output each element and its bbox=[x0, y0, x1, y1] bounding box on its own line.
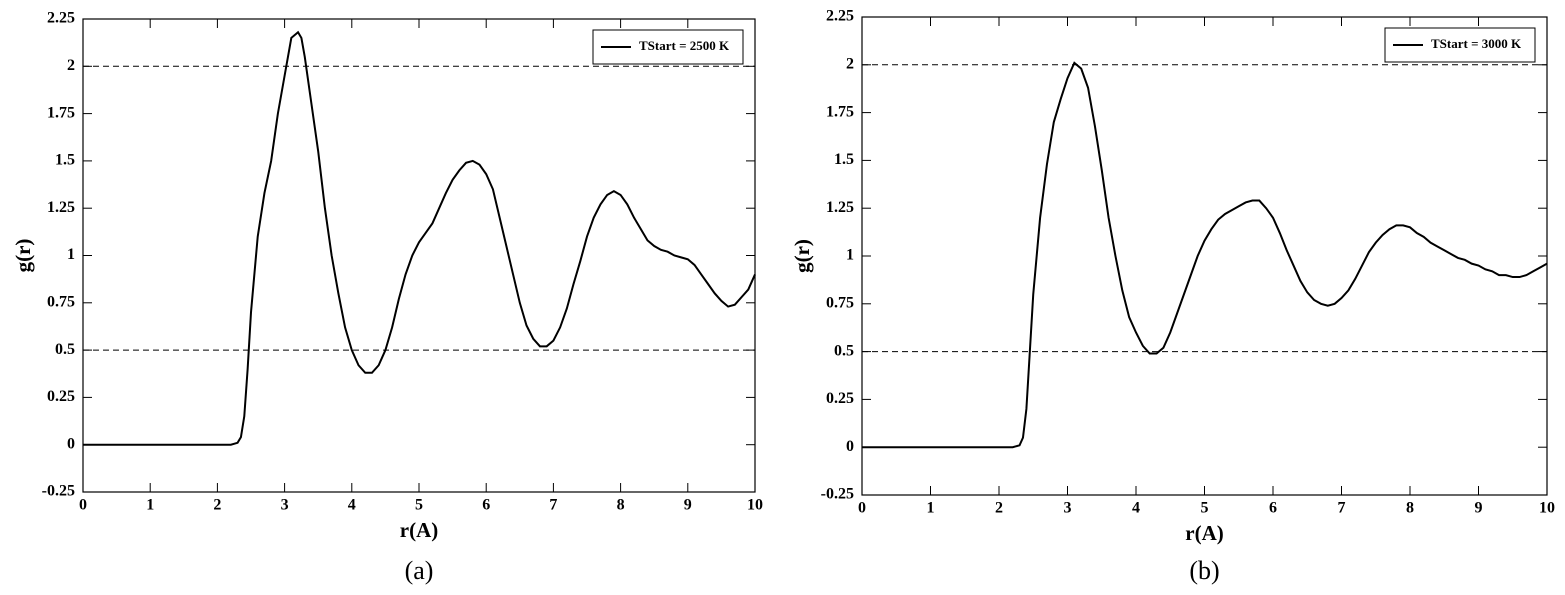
y-axis-label: g(r) bbox=[790, 239, 814, 273]
y-tick-label: 2 bbox=[67, 57, 75, 74]
x-tick-label: 6 bbox=[1269, 500, 1277, 517]
x-tick-label: 3 bbox=[1064, 500, 1072, 517]
legend-entry: TStart = 3000 K bbox=[1431, 36, 1522, 51]
y-tick-label: 1.25 bbox=[47, 199, 75, 216]
x-tick-label: 7 bbox=[549, 497, 557, 514]
x-tick-label: 4 bbox=[348, 497, 356, 514]
data-line bbox=[83, 30, 756, 446]
x-tick-label: 8 bbox=[1406, 500, 1414, 517]
x-tick-label: 3 bbox=[281, 497, 289, 514]
x-axis-label: r(A) bbox=[1185, 521, 1223, 545]
x-tick-label: 1 bbox=[146, 497, 154, 514]
y-tick-label: 1.5 bbox=[834, 151, 854, 168]
legend-entry: TStart = 2500 K bbox=[639, 38, 730, 53]
y-tick-label: 0.75 bbox=[826, 294, 854, 311]
y-tick-label: 1.5 bbox=[55, 152, 75, 169]
panel-label: (b) bbox=[1189, 556, 1219, 585]
x-tick-label: 10 bbox=[1539, 500, 1555, 517]
x-tick-label: 6 bbox=[482, 497, 490, 514]
x-tick-label: 1 bbox=[927, 500, 935, 517]
y-tick-label: -0.25 bbox=[821, 486, 854, 503]
y-tick-label: 2 bbox=[846, 55, 854, 72]
y-tick-label: 0 bbox=[67, 435, 75, 452]
x-tick-label: 7 bbox=[1338, 500, 1346, 517]
y-tick-label: 0 bbox=[846, 438, 854, 455]
x-tick-label: 9 bbox=[684, 497, 692, 514]
x-tick-label: 0 bbox=[79, 497, 87, 514]
data-line bbox=[862, 61, 1548, 449]
y-tick-label: 1.75 bbox=[826, 103, 854, 120]
y-tick-label: 1 bbox=[846, 247, 854, 264]
x-tick-label: 0 bbox=[858, 500, 866, 517]
x-tick-label: 5 bbox=[1201, 500, 1209, 517]
x-tick-label: 8 bbox=[617, 497, 625, 514]
y-tick-label: 1.25 bbox=[826, 199, 854, 216]
y-tick-label: -0.25 bbox=[42, 483, 75, 500]
panel-label: (a) bbox=[405, 556, 434, 585]
y-tick-label: 2.25 bbox=[826, 8, 854, 25]
y-tick-label: 1.75 bbox=[47, 104, 75, 121]
x-tick-label: 10 bbox=[747, 497, 763, 514]
x-tick-label: 2 bbox=[995, 500, 1003, 517]
y-tick-label: 0.25 bbox=[47, 388, 75, 405]
x-tick-label: 4 bbox=[1132, 500, 1140, 517]
x-tick-label: 2 bbox=[213, 497, 221, 514]
y-tick-label: 1 bbox=[67, 246, 75, 263]
plot-frame bbox=[861, 16, 1548, 496]
chart-panel: 0 1 2 3 4 5 6 7 8 9 10-0.2500.250.50.7511.251.51.7… bbox=[790, 8, 1555, 585]
y-axis-label: g(r) bbox=[11, 239, 35, 273]
x-axis-label: r(A) bbox=[400, 518, 438, 542]
y-tick-label: 2.25 bbox=[47, 10, 75, 27]
y-tick-label: 0.5 bbox=[834, 342, 854, 359]
y-tick-label: 0.5 bbox=[55, 341, 75, 358]
plot-frame bbox=[82, 18, 756, 493]
x-tick-label: 9 bbox=[1475, 500, 1483, 517]
x-tick-label: 5 bbox=[415, 497, 423, 514]
y-tick-label: 0.75 bbox=[47, 293, 75, 310]
chart-panel: 0 1 2 3 4 5 6 7 8 9 10-0.2500.250.50.7511.251.51.7… bbox=[11, 10, 763, 585]
y-tick-label: 0.25 bbox=[826, 390, 854, 407]
